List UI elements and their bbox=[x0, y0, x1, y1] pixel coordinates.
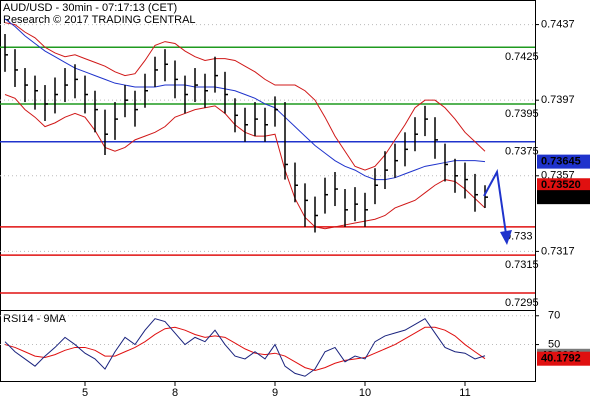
value-tag-label: 0.73645 bbox=[541, 156, 581, 168]
rsi-y-tick-label: 70 bbox=[548, 310, 560, 322]
level-label: 0.733 bbox=[505, 231, 533, 243]
y-tick-label: 0.7437 bbox=[541, 18, 575, 30]
forecast-arrow bbox=[483, 168, 512, 245]
level-label: 0.7425 bbox=[505, 51, 539, 63]
arrow-path bbox=[483, 168, 507, 235]
value-tag-label: 0.73520 bbox=[541, 179, 581, 191]
x-tick-label: 8 bbox=[172, 387, 178, 399]
y-tick-label: 0.7397 bbox=[541, 94, 575, 106]
x-tick-label: 9 bbox=[272, 387, 278, 399]
x-tick-label: 10 bbox=[359, 387, 371, 399]
value-tag bbox=[537, 178, 590, 193]
level-label: 0.7375 bbox=[505, 146, 539, 158]
rsi-line bbox=[4, 317, 486, 377]
plot-frame bbox=[0, 0, 536, 382]
level-label: 0.7295 bbox=[505, 297, 539, 309]
y-tick-label: 0.7317 bbox=[541, 245, 575, 257]
rsi-y-tick-label: 50 bbox=[548, 338, 560, 350]
x-tick-label: 11 bbox=[459, 387, 470, 399]
value-tag-label: 40.1792 bbox=[541, 353, 581, 365]
chart-title: AUD/USD - 30min - 07:17:13 (CET) bbox=[3, 2, 177, 14]
rsi-title: RSI14 - 9MA bbox=[3, 313, 67, 325]
value-tag-label: 0.73457 bbox=[541, 191, 581, 203]
arrow-head bbox=[500, 230, 512, 245]
bollinger-upper bbox=[4, 22, 486, 171]
moving-average bbox=[4, 18, 486, 181]
value-tag bbox=[537, 351, 590, 366]
level-label: 0.7395 bbox=[505, 108, 539, 120]
x-tick-label: 5 bbox=[82, 387, 88, 399]
chart-subtitle: Research © 2017 TRADING CENTRAL bbox=[3, 14, 196, 26]
value-tag bbox=[537, 154, 590, 169]
value-tag bbox=[537, 190, 590, 205]
rsi-ma bbox=[4, 326, 486, 372]
level-label: 0.7315 bbox=[505, 259, 539, 271]
